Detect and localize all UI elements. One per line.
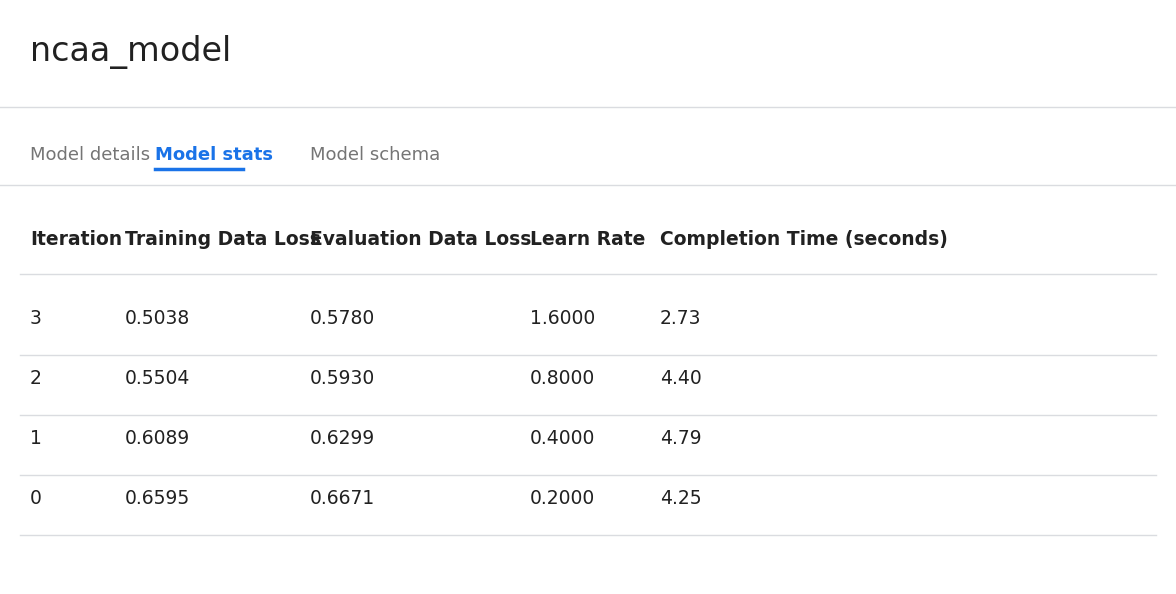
Text: Model details: Model details [31, 146, 151, 164]
Text: 0.6595: 0.6595 [125, 488, 191, 507]
Text: 0.5504: 0.5504 [125, 368, 191, 387]
Text: Iteration: Iteration [31, 230, 122, 249]
Text: 0.4000: 0.4000 [530, 428, 595, 447]
Text: 1.6000: 1.6000 [530, 308, 595, 327]
Text: Training Data Loss: Training Data Loss [125, 230, 321, 249]
Text: 0.2000: 0.2000 [530, 488, 595, 507]
Text: 4.79: 4.79 [660, 428, 702, 447]
Text: 4.25: 4.25 [660, 488, 702, 507]
Text: 0.5780: 0.5780 [310, 308, 375, 327]
Text: 0.6089: 0.6089 [125, 428, 191, 447]
Text: 1: 1 [31, 428, 42, 447]
Text: Evaluation Data Loss: Evaluation Data Loss [310, 230, 532, 249]
Text: 0.5930: 0.5930 [310, 368, 375, 387]
Text: 3: 3 [31, 308, 42, 327]
Text: 0.5038: 0.5038 [125, 308, 191, 327]
Text: Model schema: Model schema [310, 146, 440, 164]
Text: 0.6299: 0.6299 [310, 428, 375, 447]
Text: Model stats: Model stats [155, 146, 273, 164]
Text: 4.40: 4.40 [660, 368, 702, 387]
Text: ncaa_model: ncaa_model [31, 35, 232, 69]
Text: 0.8000: 0.8000 [530, 368, 595, 387]
Text: 2.73: 2.73 [660, 308, 702, 327]
Text: 0.6671: 0.6671 [310, 488, 375, 507]
Text: 0: 0 [31, 488, 42, 507]
Text: Completion Time (seconds): Completion Time (seconds) [660, 230, 948, 249]
Text: 2: 2 [31, 368, 42, 387]
Text: Learn Rate: Learn Rate [530, 230, 646, 249]
